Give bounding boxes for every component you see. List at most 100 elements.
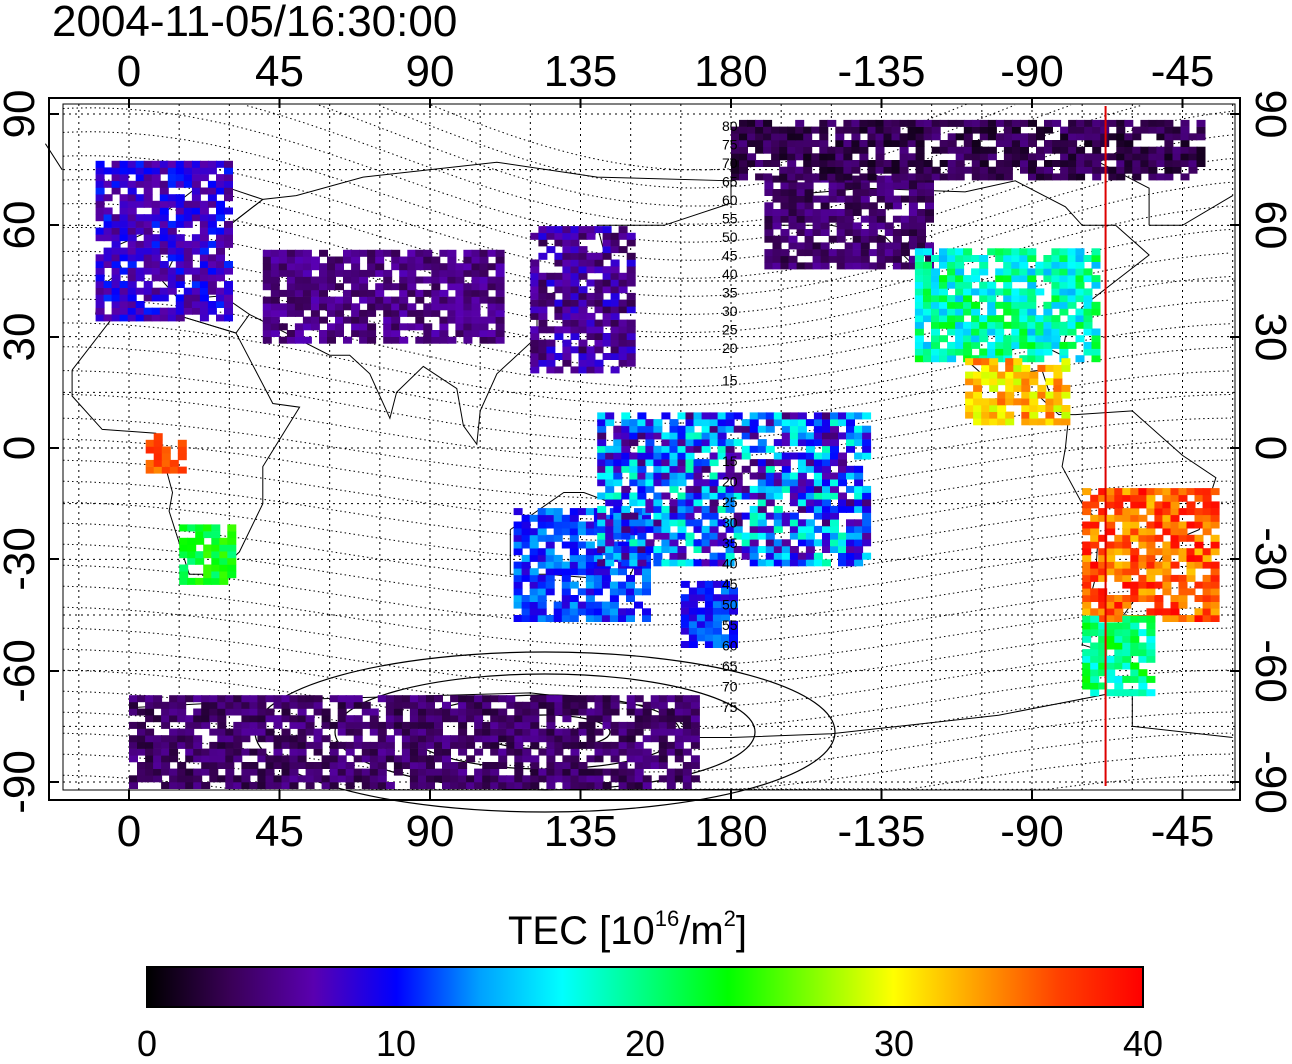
tec-cell	[682, 735, 692, 743]
tec-cell	[731, 173, 740, 181]
tec-cell	[145, 695, 155, 703]
tec-cell	[610, 246, 620, 254]
tec-cell	[431, 296, 441, 304]
tec-cell	[677, 425, 687, 433]
tec-cell	[135, 200, 145, 208]
tec-cell	[1098, 642, 1108, 650]
tec-cell	[103, 281, 113, 288]
tec-cell	[1044, 173, 1053, 181]
tec-cell	[947, 160, 957, 167]
tec-cell	[418, 748, 427, 756]
tec-cell	[709, 439, 719, 447]
tec-cell	[602, 239, 612, 247]
tec-cell	[709, 425, 719, 433]
tec-cell	[704, 580, 714, 588]
tec-cell	[1045, 411, 1055, 419]
tec-cell	[119, 160, 129, 168]
mlat-label: 25	[722, 322, 738, 338]
tec-cell	[789, 559, 799, 567]
tec-cell	[1019, 255, 1029, 262]
tec-cell	[545, 521, 555, 529]
tec-cell	[830, 525, 839, 533]
tec-cell	[693, 412, 703, 420]
tec-cell	[701, 492, 711, 500]
tec-cell	[393, 721, 403, 729]
tec-cell	[482, 768, 492, 776]
tec-cell	[1082, 649, 1092, 657]
tec-cell	[729, 607, 738, 615]
tec-cell	[876, 209, 886, 216]
tec-cell	[693, 499, 703, 507]
tec-cell	[1186, 488, 1196, 496]
tec-cell	[851, 140, 861, 147]
tec-cell	[626, 239, 636, 247]
tec-cell	[193, 782, 203, 789]
tec-cell	[1076, 133, 1086, 141]
tec-cell	[1083, 341, 1093, 349]
tec-cell	[789, 492, 799, 500]
tec-cell	[538, 232, 548, 240]
tec-cell	[407, 263, 417, 271]
tec-cell	[1130, 581, 1140, 589]
tec-cell	[862, 539, 872, 547]
tec-cell	[217, 701, 227, 709]
tec-cell	[224, 160, 233, 168]
tec-cell	[862, 492, 872, 500]
tec-cell	[685, 465, 695, 473]
tec-cell	[780, 189, 790, 196]
tec-cell	[963, 281, 973, 289]
tec-cell	[1122, 655, 1132, 663]
tec-cell	[618, 782, 628, 789]
tec-cell	[262, 330, 272, 337]
tec-cell	[1180, 140, 1190, 147]
tec-cell	[661, 559, 671, 567]
tec-cell	[1114, 689, 1124, 697]
tec-cell	[191, 301, 201, 308]
tec-cell	[514, 782, 524, 789]
tec-cell	[562, 312, 572, 320]
tec-cell	[860, 249, 870, 257]
tec-cell	[562, 339, 572, 347]
tec-cell	[701, 432, 711, 440]
tec-cell	[351, 283, 361, 291]
tec-cell	[207, 227, 217, 235]
tec-cell	[273, 782, 283, 789]
tec-cell	[482, 782, 492, 789]
tec-cell	[143, 180, 153, 188]
tec-cell	[626, 272, 636, 280]
tec-cell	[177, 735, 187, 743]
tec-cell	[1059, 301, 1069, 309]
tec-cell	[377, 735, 387, 743]
tec-cell	[787, 140, 797, 147]
tec-cell	[167, 160, 177, 168]
tec-cell	[262, 303, 272, 311]
tec-cell	[838, 505, 847, 513]
tec-cell	[666, 728, 676, 736]
tec-cell	[610, 695, 620, 703]
tec-cell	[367, 336, 377, 344]
tec-cell	[219, 551, 229, 559]
tec-cell	[119, 220, 129, 228]
tec-cell	[939, 301, 948, 309]
tec-cell	[796, 202, 806, 210]
tec-cell	[1186, 521, 1196, 529]
tec-cell	[135, 247, 145, 255]
tec-cell	[891, 133, 901, 141]
tec-cell	[827, 160, 837, 167]
tec-cell	[797, 499, 807, 507]
tec-cell	[947, 140, 957, 147]
tec-cell	[179, 577, 189, 585]
tec-cell	[1178, 581, 1188, 589]
tec-cell	[450, 775, 460, 783]
tec-cell	[701, 419, 711, 427]
tec-cell	[369, 762, 379, 769]
tec-cell	[892, 229, 902, 236]
tec-cell	[765, 525, 775, 533]
tec-cell	[577, 541, 587, 549]
tec-cell	[844, 249, 854, 257]
tec-cell	[265, 728, 275, 736]
tec-cell	[262, 263, 272, 271]
tec-cell	[822, 519, 831, 527]
tec-cell	[1210, 568, 1220, 576]
tec-cell	[207, 220, 217, 228]
